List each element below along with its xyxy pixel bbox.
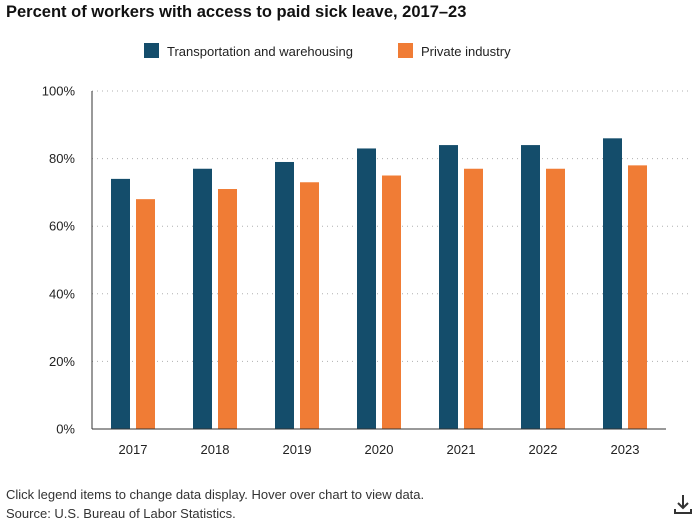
y-tick-label: 60%: [49, 219, 75, 234]
x-tick-label: 2021: [447, 442, 476, 457]
chart-source: Source: U.S. Bureau of Labor Statistics.: [6, 506, 236, 521]
legend-swatch-private-industry: [398, 43, 413, 58]
bar-transportation-2018[interactable]: [193, 168, 212, 430]
download-icon: [674, 495, 692, 514]
legend-item-transportation[interactable]: Transportation and warehousing: [144, 43, 353, 59]
y-tick-label: 100%: [42, 84, 76, 99]
bar-transportation-2017[interactable]: [111, 178, 130, 429]
bar-transportation-2019[interactable]: [275, 161, 294, 430]
bar-chart[interactable]: Transportation and warehousing Private i…: [0, 0, 692, 480]
x-tick-label: 2022: [529, 442, 558, 457]
x-tick-label: 2017: [119, 442, 148, 457]
legend-item-private-industry[interactable]: Private industry: [398, 43, 511, 59]
bar-private-industry-2019[interactable]: [300, 182, 319, 429]
legend-label-private-industry: Private industry: [421, 44, 511, 59]
chart-instructions: Click legend items to change data displa…: [6, 487, 425, 502]
bar-private-industry-2023[interactable]: [628, 165, 647, 430]
chart-title: Percent of workers with access to paid s…: [6, 3, 467, 21]
legend-label-transportation: Transportation and warehousing: [167, 44, 353, 59]
bar-transportation-2021[interactable]: [439, 145, 458, 429]
x-tick-label: 2018: [201, 442, 230, 457]
x-tick-label: 2023: [611, 442, 640, 457]
x-tick-label: 2020: [365, 442, 394, 457]
y-tick-label: 40%: [49, 286, 75, 301]
y-axis-tick-labels: 0% 20% 40% 60% 80% 100%: [42, 84, 76, 437]
bars[interactable]: [111, 138, 647, 430]
bar-private-industry-2022[interactable]: [546, 168, 565, 430]
bar-transportation-2022[interactable]: [521, 145, 540, 429]
y-tick-label: 0%: [56, 422, 75, 437]
y-tick-label: 20%: [49, 354, 75, 369]
bar-transportation-2023[interactable]: [603, 138, 622, 429]
bar-transportation-2020[interactable]: [357, 148, 376, 429]
bar-private-industry-2021[interactable]: [464, 168, 483, 430]
axes: [91, 91, 666, 430]
x-axis-tick-labels: 2017 2018 2019 2020 2021 2022 2023: [119, 442, 640, 457]
legend: Transportation and warehousing Private i…: [144, 43, 511, 59]
legend-swatch-transportation: [144, 43, 159, 58]
bar-private-industry-2017[interactable]: [136, 199, 155, 429]
x-tick-label: 2019: [283, 442, 312, 457]
download-button[interactable]: [674, 493, 692, 515]
bar-private-industry-2018[interactable]: [218, 189, 237, 429]
bar-private-industry-2020[interactable]: [382, 175, 401, 430]
y-tick-label: 80%: [49, 151, 75, 166]
